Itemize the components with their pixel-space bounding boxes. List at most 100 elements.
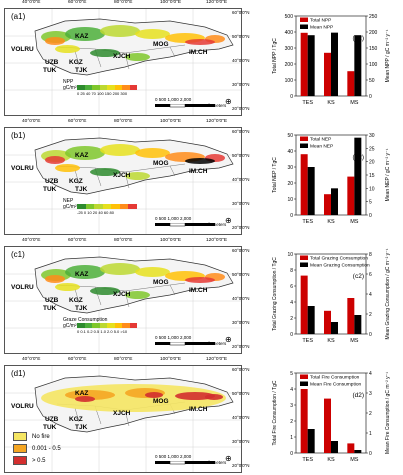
fire-legend-swatch bbox=[13, 432, 27, 441]
lat-label-right: 20°0'0"N bbox=[232, 225, 250, 230]
bar-mean bbox=[307, 167, 315, 215]
legend-swatch bbox=[94, 204, 103, 209]
panel-row-a1: (a1) VOLRU KAZ UZB TUK KGZ TJK XJCH MOG IM.CH NPP g… bbox=[0, 0, 403, 118]
bar-mean bbox=[331, 188, 338, 215]
region-label: UZB bbox=[45, 59, 59, 66]
bar-chart-d1: 0 1 2 3 4 5 0 1 2 3 4 TES KS MS Total Fire Consumption… bbox=[272, 371, 391, 463]
region-label: XJCH bbox=[113, 410, 131, 417]
ytick-label-left: 10 bbox=[287, 197, 293, 203]
legend-swatch bbox=[300, 381, 308, 386]
map-value-patch bbox=[90, 168, 120, 176]
lon-label: 60°0'0"E bbox=[68, 238, 87, 243]
ytick-label-right: 2 bbox=[369, 312, 372, 318]
lon-label: 80°0'0"E bbox=[114, 0, 133, 5]
region-label: VOLRU bbox=[11, 165, 34, 172]
region-label: TUK bbox=[43, 305, 57, 312]
map-panel-d1: (d1) VOLRU KAZ UZB TUK KGZ TJK XJCH MOG IM.CH No f… bbox=[4, 365, 242, 473]
ylabel-right: Mean Fire Consumption / gC m⁻² y⁻¹ bbox=[385, 372, 391, 454]
lat-label-right: 30°0'0"N bbox=[232, 201, 250, 206]
lat-label-right: 30°0'0"N bbox=[232, 320, 250, 325]
ytick-label-right: 0 bbox=[369, 451, 372, 457]
map-value-patch bbox=[125, 291, 150, 299]
legend-swatch bbox=[300, 136, 308, 141]
ytick-label-left: 0 bbox=[290, 213, 293, 219]
map-fire-patch bbox=[175, 392, 215, 400]
lon-label: 40°0'0"E bbox=[22, 0, 41, 5]
map-value-patch bbox=[185, 277, 215, 283]
ytick-label-right: 0 bbox=[369, 213, 372, 219]
ylabel-left: Total Grazing Consumption / TgC bbox=[272, 257, 278, 331]
ytick-label-right: 30 bbox=[369, 133, 375, 139]
scale-unit: Kilometers bbox=[205, 222, 227, 227]
region-label: UZB bbox=[45, 297, 59, 304]
scale-bar-graphic bbox=[155, 342, 215, 346]
legend-swatch bbox=[128, 204, 138, 209]
lon-label: 120°0'0"E bbox=[206, 357, 228, 362]
region-label: KGZ bbox=[69, 297, 83, 304]
fire-legend-item: No fire bbox=[13, 432, 50, 441]
map-svg-b1 bbox=[5, 128, 241, 234]
xtick-label: MS bbox=[350, 457, 359, 463]
ytick-label-right: 1 bbox=[369, 431, 372, 437]
bar-total bbox=[347, 71, 355, 96]
xtick-label: KS bbox=[327, 100, 335, 106]
scale-seg bbox=[169, 461, 186, 465]
lat-label-right: 50°0'0"N bbox=[232, 272, 250, 277]
lat-label-right: 60°0'0"N bbox=[232, 248, 250, 253]
legend-swatch bbox=[300, 143, 308, 148]
lon-label: 40°0'0"E bbox=[22, 119, 41, 124]
lat-label-right: 60°0'0"N bbox=[232, 129, 250, 134]
ytick-label-left: 40 bbox=[287, 149, 293, 155]
map-value-patch bbox=[45, 275, 65, 283]
map-value-patch bbox=[100, 144, 140, 156]
scale-seg bbox=[169, 342, 186, 346]
legend-swatch bbox=[300, 24, 308, 29]
xtick-label: TES bbox=[302, 100, 313, 106]
ytick-label-right: 25 bbox=[369, 146, 375, 152]
xtick-label: TES bbox=[302, 338, 313, 344]
xtick-label: TES bbox=[302, 457, 313, 463]
ytick-label-left: 30 bbox=[287, 165, 293, 171]
bar-total bbox=[347, 443, 355, 453]
ytick-label-right: 3 bbox=[369, 391, 372, 397]
scale-seg bbox=[185, 223, 215, 226]
legend-swatch bbox=[122, 323, 130, 328]
scale-bar: 0 500 1,000 2,000 bbox=[155, 335, 192, 340]
panel-row-d1: (d1) VOLRU KAZ UZB TUK KGZ TJK XJCH MOG IM.CH No f… bbox=[0, 357, 403, 475]
ytick-label-right: 2 bbox=[369, 411, 372, 417]
legend-swatch bbox=[119, 204, 129, 209]
bar-total bbox=[347, 176, 355, 215]
scale-bar-graphic bbox=[155, 461, 215, 465]
map-value-patch bbox=[55, 283, 80, 291]
panel-row-b1: (b1) VOLRU KAZ UZB TUK KGZ TJK XJCH MOG IM.CH NEP g… bbox=[0, 119, 403, 237]
legend-swatch bbox=[111, 204, 120, 209]
map-value-patch bbox=[65, 146, 105, 160]
legend-swatch bbox=[77, 323, 85, 328]
map-svg-c1 bbox=[5, 247, 241, 353]
lon-label: 120°0'0"E bbox=[206, 238, 228, 243]
scale-bar: 0 500 1,000 2,000 bbox=[155, 97, 192, 102]
map-panel-id: (a1) bbox=[11, 12, 26, 21]
bar-chart-c1: 0 2 4 6 8 10 0 2 4 6 8 TES KS MS Total Grazing Consump… bbox=[272, 248, 391, 344]
scale-unit: Kilometers bbox=[205, 341, 227, 346]
ylabel-left: Total Fire Consumption / TgC bbox=[272, 380, 278, 445]
ytick-label-left: 4 bbox=[290, 300, 293, 306]
legend-color-bar bbox=[77, 323, 137, 328]
region-label: TJK bbox=[75, 186, 88, 193]
legend-swatch bbox=[129, 85, 137, 90]
region-label: KGZ bbox=[69, 59, 83, 66]
compass-icon: ⊕ bbox=[225, 97, 232, 106]
legend-swatch bbox=[300, 262, 308, 267]
ytick-label-right: 5 bbox=[369, 200, 372, 206]
region-label: MOG bbox=[153, 41, 169, 48]
lon-label: 100°0'0"E bbox=[160, 357, 182, 362]
xtick-label: KS bbox=[327, 457, 335, 463]
legend-title: Graze Consumption bbox=[63, 317, 108, 323]
legend-label: Mean Grazing Consumption bbox=[310, 263, 370, 269]
legend-label: Mean NPP bbox=[310, 25, 333, 31]
compass-icon: ⊕ bbox=[225, 454, 232, 463]
fire-legend-label: No fire bbox=[32, 434, 50, 441]
bar-total bbox=[300, 275, 308, 334]
scale-bar-graphic bbox=[155, 223, 215, 227]
legend-color-bar bbox=[77, 85, 137, 90]
